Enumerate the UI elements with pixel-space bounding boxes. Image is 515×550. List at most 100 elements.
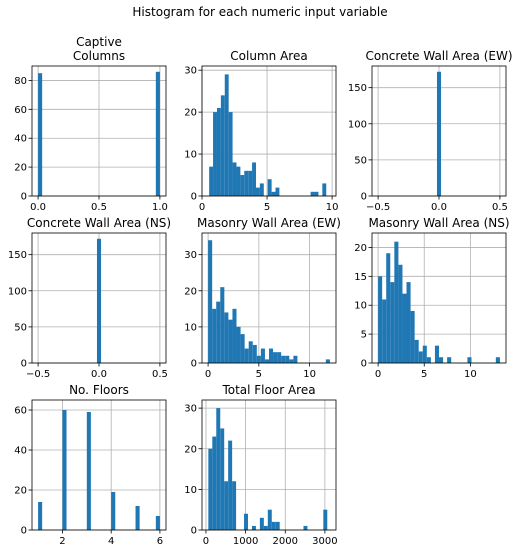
histogram-bar <box>414 339 419 363</box>
histogram-bar <box>394 241 399 363</box>
y-tick-label: 60 <box>14 406 27 417</box>
histogram-bar <box>267 179 272 196</box>
histogram-bar <box>281 355 286 363</box>
x-tick-label: 0 <box>205 369 211 380</box>
histogram-bar <box>213 112 217 196</box>
y-tick-label: 30 <box>184 404 197 415</box>
histogram-bar <box>263 525 268 530</box>
y-tick-label: 10 <box>184 485 197 496</box>
histogram-panel: 0 5 10 0 10 20 30 Masonry Wall Area (EW) <box>184 216 341 380</box>
y-tick-label: 40 <box>14 446 27 457</box>
x-tick-label: 1.0 <box>152 202 168 213</box>
y-tick-label: 0 <box>361 359 367 370</box>
histogram-bar <box>208 240 213 363</box>
histogram-bar <box>398 264 403 363</box>
histogram-bar <box>269 348 274 363</box>
histogram-bar <box>275 187 280 196</box>
histogram-bar <box>224 74 229 196</box>
x-tick-label: 0.5 <box>152 369 168 380</box>
x-tick-label: 4 <box>108 536 114 547</box>
histogram-bar <box>208 448 213 530</box>
y-tick-label: 100 <box>348 119 367 130</box>
histogram-bar <box>248 341 253 363</box>
x-tick-label: 6 <box>157 536 163 547</box>
y-tick-label: 0 <box>21 192 27 203</box>
y-tick-label: 30 <box>184 250 197 261</box>
histogram-bar <box>216 408 221 530</box>
y-tick-label: 15 <box>354 272 367 283</box>
histogram-bar <box>244 170 249 196</box>
histogram-bar <box>252 162 256 196</box>
x-tick-label: 1000 <box>233 536 258 547</box>
histogram-bar <box>232 481 237 530</box>
histogram-bar <box>260 348 265 363</box>
histogram-bar <box>228 440 233 530</box>
subplot-title: Concrete Wall Area (NS) <box>27 216 171 230</box>
histogram-panel: −0.5 0.0 0.5 0 50 100 150 Concrete Wall Area (N… <box>8 216 171 380</box>
histogram-bar <box>220 287 225 363</box>
axes-frame <box>201 232 337 364</box>
x-tick-label: 0.0 <box>30 202 46 213</box>
histogram-bar <box>244 513 248 530</box>
y-tick-label: 10 <box>184 150 197 161</box>
y-tick-label: 0 <box>361 192 367 203</box>
subplot-title: Concrete Wall Area (EW) <box>365 49 512 63</box>
x-tick-label: 5 <box>421 369 427 380</box>
x-tick-label: 10 <box>303 369 316 380</box>
y-tick-label: 0 <box>191 192 197 203</box>
subplot-title: Captive <box>76 35 122 49</box>
y-tick-label: 20 <box>184 444 197 455</box>
histogram-bar <box>236 166 241 196</box>
histogram-bar <box>303 525 308 530</box>
histogram-bar <box>275 521 280 530</box>
y-tick-label: 10 <box>184 322 197 333</box>
x-tick-label: −0.5 <box>26 369 50 380</box>
y-tick-label: 0 <box>21 359 27 370</box>
histogram-bar <box>228 112 233 196</box>
subplot-title: Masonry Wall Area (NS) <box>368 216 509 230</box>
histogram-bar <box>224 481 229 530</box>
histogram-bar <box>220 428 225 530</box>
subplot-title: Total Floor Area <box>221 383 315 397</box>
histogram-bar <box>228 319 233 363</box>
axes-frame <box>201 399 337 531</box>
x-tick-label: 0.0 <box>91 369 107 380</box>
histogram-bar <box>422 345 427 363</box>
axes-frame <box>31 399 167 531</box>
histogram-bar <box>323 509 328 530</box>
x-tick-label: 3000 <box>312 536 337 547</box>
y-tick-label: 100 <box>8 286 27 297</box>
x-tick-label: 2 <box>59 536 65 547</box>
histogram-bar <box>155 516 160 530</box>
histogram-bar <box>251 525 256 530</box>
x-tick-label: 5 <box>256 369 262 380</box>
figure-suptitle: Histogram for each numeric input variabl… <box>132 5 387 19</box>
histogram-bar <box>232 308 237 363</box>
y-tick-label: 20 <box>184 108 197 119</box>
x-tick-label: 0.5 <box>91 202 107 213</box>
histogram-bar <box>495 357 500 363</box>
y-tick-label: 50 <box>14 322 27 333</box>
y-tick-label: 0 <box>191 359 197 370</box>
histogram-bar <box>240 334 245 363</box>
y-tick-label: 60 <box>14 105 27 116</box>
histogram-bar <box>259 517 264 530</box>
histogram-bar <box>402 293 407 363</box>
histogram-bar <box>322 183 327 196</box>
histogram-bar <box>382 299 387 363</box>
histogram-bar <box>277 352 282 363</box>
histogram-bar <box>252 344 257 363</box>
x-tick-label: 0 <box>199 202 205 213</box>
histogram-bar <box>216 301 221 363</box>
histogram-bar <box>256 355 261 363</box>
histogram-panel: 0 5 10 0 5 10 15 20 Masonry Wall Area (NS) <box>354 216 509 380</box>
histogram-bar <box>426 357 431 363</box>
histogram-bar <box>390 282 395 363</box>
x-tick-label: 10 <box>464 369 477 380</box>
histogram-bar <box>224 312 229 363</box>
histogram-bar <box>271 191 276 196</box>
histogram-bar <box>212 436 217 530</box>
histogram-bar <box>255 187 260 196</box>
histogram-bar <box>236 326 241 363</box>
